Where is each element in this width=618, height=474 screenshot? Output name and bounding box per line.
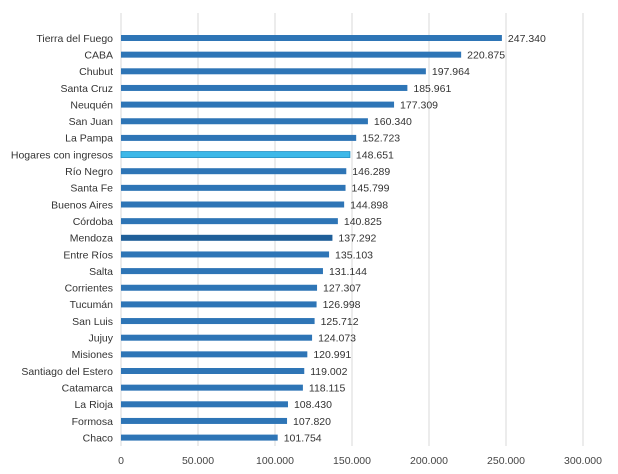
value-label: 101.754 [284,432,322,444]
x-tick-label: 300.000 [564,455,602,467]
bar-salta [121,268,323,275]
category-label: Entre Ríos [63,249,113,261]
category-labels: Tierra del Fuego CABA Chubut Santa Cruz Neuq… [11,33,114,445]
bar-jujuy [121,334,313,341]
category-label: Buenos Aires [51,199,113,211]
category-label: Salta [89,266,113,278]
value-label: 247.340 [508,33,546,45]
value-label: 131.144 [329,266,367,278]
bar-san-luis [121,318,315,325]
bar-chubut [121,68,426,75]
bar-formosa [121,417,288,424]
value-label: 120.991 [313,349,351,361]
bar-la-rioja [121,401,288,408]
bar-catamarca [121,384,303,391]
bars [120,35,502,441]
category-label: Santa Cruz [60,83,113,95]
category-label: Tierra del Fuego [36,33,113,45]
category-label: Río Negro [65,166,113,178]
category-label: Chubut [79,66,113,78]
value-label: 127.307 [323,283,361,295]
bar-corrientes [121,284,318,291]
value-label: 148.651 [356,149,394,161]
value-label: 126.998 [323,299,361,311]
x-tick-label: 150.000 [333,455,371,467]
category-label: Formosa [72,416,114,428]
value-label: 124.073 [318,333,356,345]
category-label: Chaco [83,432,114,444]
category-label: Tucumán [70,299,114,311]
value-label: 118.115 [309,382,346,394]
category-label: Misiones [72,349,113,361]
bar-santa-cruz [121,84,408,91]
category-label: Neuquén [70,99,113,111]
value-label: 146.289 [352,166,390,178]
value-label: 107.820 [293,416,331,428]
x-axis-tick-labels: 0 50.000 100.000 150.000 200.000 250.000 300.0… [118,455,602,467]
bar-santiago-del-estero [121,368,305,374]
gridlines [120,13,584,446]
bar-tucuman [121,301,317,308]
bar-caba [121,51,462,58]
bar-san-juan [121,118,368,125]
value-label: 119.002 [310,366,347,378]
bar-chaco [121,434,278,441]
value-label: 137.292 [338,233,376,245]
category-label: San Luis [72,316,113,328]
category-label: San Juan [69,116,114,128]
category-label: La Pampa [65,133,113,145]
value-label: 140.825 [344,216,382,228]
bar-tierra-del-fuego [121,35,502,41]
value-label: 160.340 [374,116,412,128]
value-label: 152.723 [362,133,400,145]
value-label: 197.964 [432,66,470,78]
value-label: 185.961 [413,83,451,95]
bar-mendoza [121,234,333,241]
x-tick-label: 200.000 [410,455,448,467]
x-tick-label: 250.000 [487,455,525,467]
value-label: 220.875 [467,49,505,61]
bar-santa-fe [121,184,346,191]
category-label: Mendoza [70,233,113,245]
x-tick-label: 100.000 [256,455,294,467]
category-label: La Rioja [74,399,113,411]
value-label: 108.430 [294,399,332,411]
category-label: Jujuy [88,333,113,345]
value-label: 144.898 [350,199,388,211]
bar-la-pampa [121,134,357,141]
category-label: Catamarca [62,382,114,394]
bar-buenos-aires [121,201,345,208]
value-label: 135.103 [335,249,373,261]
category-label: Hogares con ingresos [11,149,113,161]
value-label: 145.799 [352,183,390,195]
category-label: Santa Fe [70,183,113,195]
value-label: 177.309 [400,99,438,111]
bar-misiones [121,351,308,358]
value-label: 125.712 [321,316,359,328]
bar-cordoba [121,218,338,225]
bar-hogares-con-ingresos [120,151,351,158]
x-tick-label: 0 [118,455,124,467]
category-label: Córdoba [73,216,113,228]
category-label: Santiago del Estero [21,366,113,378]
category-label: Corrientes [65,283,113,295]
bar-neuquen [121,101,395,108]
bar-rio-negro [121,168,347,175]
category-label: CABA [84,49,113,61]
x-tick-label: 50.000 [182,455,214,467]
bar-entre-rios [121,251,330,258]
